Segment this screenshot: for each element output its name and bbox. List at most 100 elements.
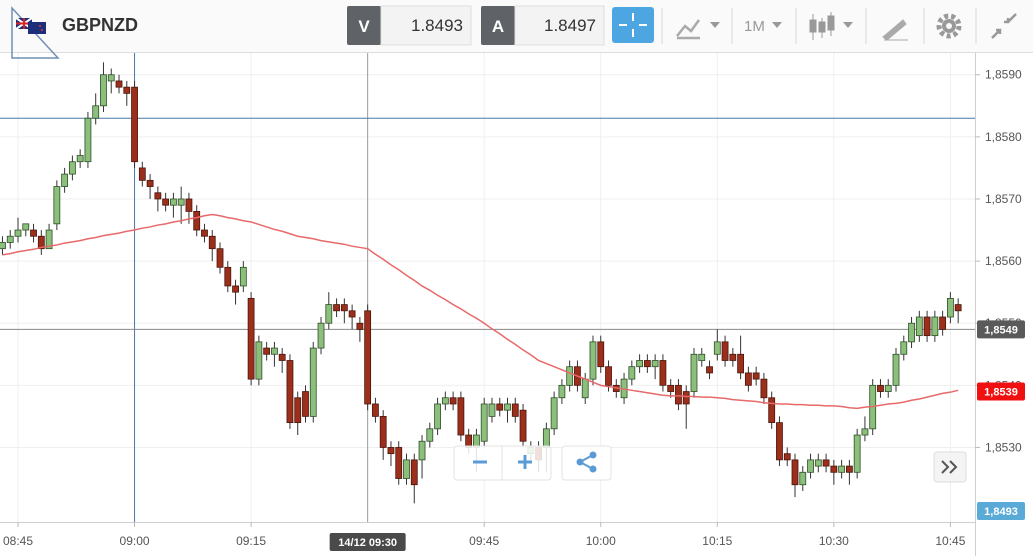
crosshair-button[interactable] bbox=[612, 7, 654, 43]
candle-body bbox=[426, 428, 434, 442]
candle-body bbox=[53, 186, 61, 225]
candle-body bbox=[923, 316, 931, 337]
candle-body bbox=[84, 117, 92, 163]
candle-body bbox=[45, 229, 53, 250]
candle-body bbox=[286, 360, 294, 424]
symbol: GBPNZD bbox=[62, 15, 138, 35]
candle-body bbox=[729, 353, 737, 361]
candle-body bbox=[566, 366, 574, 386]
draw-button[interactable] bbox=[882, 19, 908, 41]
bid-button[interactable] bbox=[347, 6, 381, 45]
y-tick-label: 1,8560 bbox=[985, 254, 1022, 268]
candle-body bbox=[892, 353, 900, 386]
candle-body bbox=[403, 459, 410, 479]
y-tick-label: 1,8590 bbox=[985, 68, 1022, 82]
candle-body bbox=[410, 459, 418, 486]
candle-body bbox=[61, 173, 69, 187]
candle-body bbox=[908, 322, 915, 343]
price-tag-label: 1,8549 bbox=[984, 324, 1018, 336]
candle-body bbox=[379, 415, 387, 448]
candle-body bbox=[208, 235, 216, 250]
candle-body bbox=[690, 353, 698, 392]
x-tick-label: 08:45 bbox=[3, 534, 33, 548]
candle-body bbox=[589, 341, 597, 380]
candle-body bbox=[519, 409, 527, 442]
candle-body bbox=[372, 403, 379, 417]
timeframe[interactable]: 1M bbox=[744, 18, 765, 35]
candle-body bbox=[706, 366, 713, 374]
candle-body bbox=[799, 471, 807, 486]
candle-body bbox=[247, 297, 255, 380]
settings-button[interactable] bbox=[936, 13, 962, 39]
price-tag-label: 1,8539 bbox=[984, 387, 1018, 399]
candle-body bbox=[597, 341, 605, 368]
candle-body bbox=[169, 198, 177, 206]
candle-body bbox=[92, 105, 100, 119]
candle-body bbox=[480, 403, 488, 442]
candle-body bbox=[504, 403, 511, 411]
dropdown-arrow bbox=[710, 22, 720, 28]
bid-box bbox=[380, 5, 472, 46]
candle-body bbox=[255, 341, 263, 380]
x-tick-label: 10:45 bbox=[935, 534, 965, 548]
candle-body bbox=[162, 198, 170, 206]
candle-body bbox=[861, 428, 869, 436]
candle-body bbox=[22, 223, 30, 231]
candle-body bbox=[348, 310, 356, 318]
candle-body bbox=[675, 384, 682, 405]
bid-price: 1.8493 bbox=[411, 16, 463, 35]
x-tick-label: 10:30 bbox=[819, 534, 849, 548]
candle-body bbox=[30, 229, 37, 237]
candle-body bbox=[100, 74, 107, 107]
candle-body bbox=[744, 372, 752, 386]
candle-body bbox=[239, 266, 247, 287]
candle-body bbox=[395, 447, 403, 479]
x-tick-label: 09:00 bbox=[120, 534, 150, 548]
zoom-controls bbox=[453, 445, 552, 481]
candle-body bbox=[271, 347, 278, 355]
candle-body bbox=[154, 192, 162, 200]
share-button[interactable] bbox=[561, 445, 612, 481]
candle-body bbox=[698, 353, 706, 361]
candle-body bbox=[737, 353, 745, 374]
scroll-latest-button[interactable] bbox=[933, 451, 967, 483]
candle-style-button[interactable] bbox=[809, 12, 835, 40]
candle-body bbox=[325, 304, 333, 324]
candle-body bbox=[123, 86, 131, 94]
candle-body bbox=[643, 360, 651, 368]
candle-body bbox=[138, 167, 146, 181]
candle-body bbox=[317, 322, 325, 349]
x-tick-label: 10:15 bbox=[702, 534, 732, 548]
collapse-button[interactable] bbox=[991, 13, 1017, 39]
candle-body bbox=[76, 155, 84, 163]
candle-body bbox=[783, 453, 791, 461]
candle-body bbox=[418, 440, 426, 461]
zoom-in-button[interactable] bbox=[518, 455, 532, 469]
candle-body bbox=[807, 459, 814, 473]
candle-body bbox=[721, 341, 729, 361]
ask-label: A bbox=[492, 17, 504, 36]
chart-type-button[interactable] bbox=[676, 19, 701, 40]
candle-body bbox=[628, 366, 636, 380]
candle-body bbox=[356, 322, 364, 330]
candle-body bbox=[6, 235, 14, 243]
ask-button[interactable] bbox=[481, 6, 515, 45]
candle-body bbox=[294, 397, 302, 424]
candle-body bbox=[884, 384, 892, 392]
candle-body bbox=[760, 378, 768, 399]
candle-body bbox=[14, 229, 22, 237]
crosshair-label-box bbox=[329, 533, 406, 551]
candle-body bbox=[232, 285, 239, 293]
candle-body bbox=[659, 360, 667, 386]
candle-body bbox=[511, 403, 519, 417]
candle-body bbox=[441, 397, 449, 405]
candle-body bbox=[201, 229, 208, 237]
candle-body bbox=[651, 360, 659, 368]
ask-box bbox=[514, 5, 605, 46]
candle-body bbox=[752, 372, 760, 380]
dropdown-arrow bbox=[772, 22, 782, 28]
candle-body bbox=[931, 316, 939, 337]
candle-body bbox=[364, 310, 372, 405]
